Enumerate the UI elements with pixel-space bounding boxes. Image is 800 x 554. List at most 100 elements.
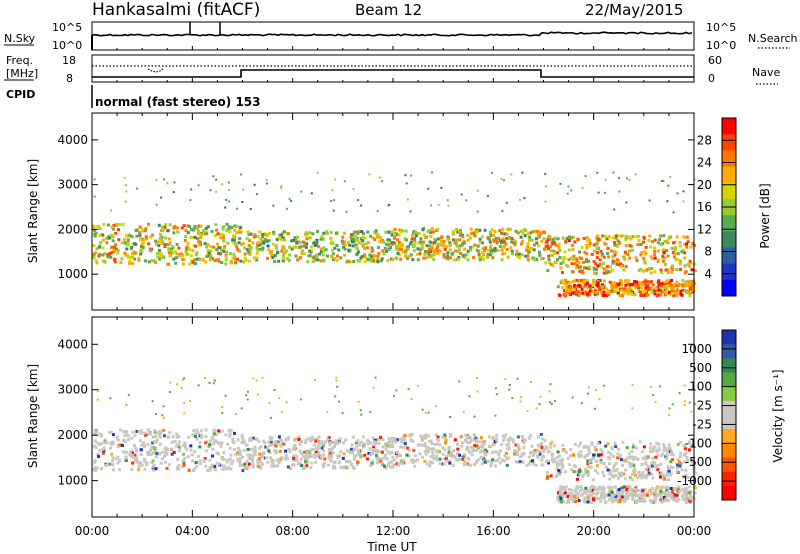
power-scatter-cell [298,245,302,249]
velocity-scatter-cell [668,414,671,417]
velocity-scatter-cell [377,441,381,445]
velocity-scatter-cell [412,448,416,452]
velocity-scatter-cell [480,449,484,453]
velocity-scatter-cell [388,461,392,465]
power-scatter-cell [689,281,693,285]
velocity-scatter-cell [220,457,224,461]
power-scatter-cell [612,171,615,174]
x-tick-label: 00:00 [75,524,110,538]
velocity-scatter-cell [338,400,340,403]
velocity-scatter-cell [666,465,670,469]
power-scatter-cell [482,253,485,257]
velocity-scatter-cell [248,436,252,440]
velocity-scatter-cell [304,438,308,442]
power-scatter-cell [209,249,213,253]
velocity-scatter-cell [483,448,487,452]
power-scatter-cell [215,178,218,181]
power-scatter-cell [553,241,557,245]
velocity-scatter-cell [195,437,199,441]
power-scatter-cell [684,270,688,274]
power-scatter-cell [563,293,567,297]
velocity-scatter-cell [252,449,256,453]
power-scatter-cell [300,190,303,193]
velocity-scatter-cell [233,431,236,435]
power-scatter-cell [397,240,401,244]
x-tick-label: 08:00 [275,524,310,538]
power-scatter-cell [610,289,614,293]
colorbar-tick-label: 1000 [681,342,712,356]
velocity-scatter-cell [192,469,195,473]
power-scatter-cell [141,245,145,249]
velocity-scatter-cell [514,443,518,447]
power-scatter-cell [606,251,609,255]
power-scatter-cell [639,267,643,271]
velocity-scatter-cell [607,485,611,489]
velocity-scatter-cell [589,501,593,505]
velocity-scatter-cell [688,401,691,404]
power-scatter-cell [557,246,561,250]
power-scatter-cell [675,288,679,292]
power-scatter-cell [609,265,612,269]
velocity-scatter-cell [458,453,462,457]
velocity-scatter-cell [317,439,320,443]
power-scatter-cell [476,189,479,192]
power-scatter-cell [102,222,106,226]
power-scatter-cell [401,250,405,254]
velocity-scatter-cell [163,460,167,464]
power-scatter-cell [495,241,499,245]
velocity-scatter-cell [331,451,335,455]
velocity-scatter-cell [93,460,97,464]
velocity-scatter-cell [654,455,658,459]
velocity-scatter-cell [109,446,113,450]
power-scatter-cell [246,230,250,234]
power-scatter-cell [641,280,645,284]
velocity-scatter-cell [608,462,612,466]
velocity-scatter-cell [151,459,155,463]
velocity-scatter-cell [480,462,484,466]
power-scatter-cell [319,237,323,241]
power-scatter-cell [458,238,462,242]
velocity-scatter-cell [165,466,169,470]
power-scatter-cell [394,232,398,236]
power-scatter-cell [417,231,421,235]
power-scatter-cell [243,252,247,256]
power-scatter-cell [316,258,320,262]
velocity-scatter [92,376,697,505]
power-scatter-cell [676,192,679,195]
power-scatter-cell [468,246,472,249]
power-scatter-cell [138,231,142,235]
power-scatter-cell [627,279,631,283]
velocity-scatter-cell [220,441,224,445]
velocity-scatter-cell [568,495,572,499]
power-scatter-cell [650,290,654,294]
power-scatter-cell [442,253,446,256]
velocity-scatter-cell [419,434,423,438]
power-scatter-cell [349,235,353,239]
power-scatter-cell [168,254,172,258]
velocity-scatter-cell [411,458,415,462]
velocity-scatter-cell [215,461,219,465]
velocity-scatter-cell [383,456,387,460]
power-scatter-cell [138,233,142,237]
power-scatter-cell [181,262,185,266]
power-scatter-cell [438,249,442,253]
colorbar-tick-label: 4 [704,267,712,281]
velocity-scatter-cell [622,485,626,489]
colorbar-swatch [722,134,736,151]
power-scatter-cell [491,171,493,174]
power-scatter-cell [639,290,643,294]
velocity-scatter-cell [338,460,342,464]
power-scatter-cell [425,244,429,248]
power-scatter-cell [602,262,606,266]
power-scatter-cell [546,269,550,273]
power-scatter-cell [564,284,568,288]
power-scatter-cell [115,224,119,227]
power-scatter-cell [164,236,168,240]
velocity-scatter-cell [390,451,394,454]
power-scatter-cell [276,251,279,255]
velocity-scatter-cell [256,459,260,463]
power-scatter-cell [243,246,247,250]
power-scatter-cell [630,248,634,252]
power-scatter-cell [391,229,395,233]
power-scatter-cell [544,200,547,203]
